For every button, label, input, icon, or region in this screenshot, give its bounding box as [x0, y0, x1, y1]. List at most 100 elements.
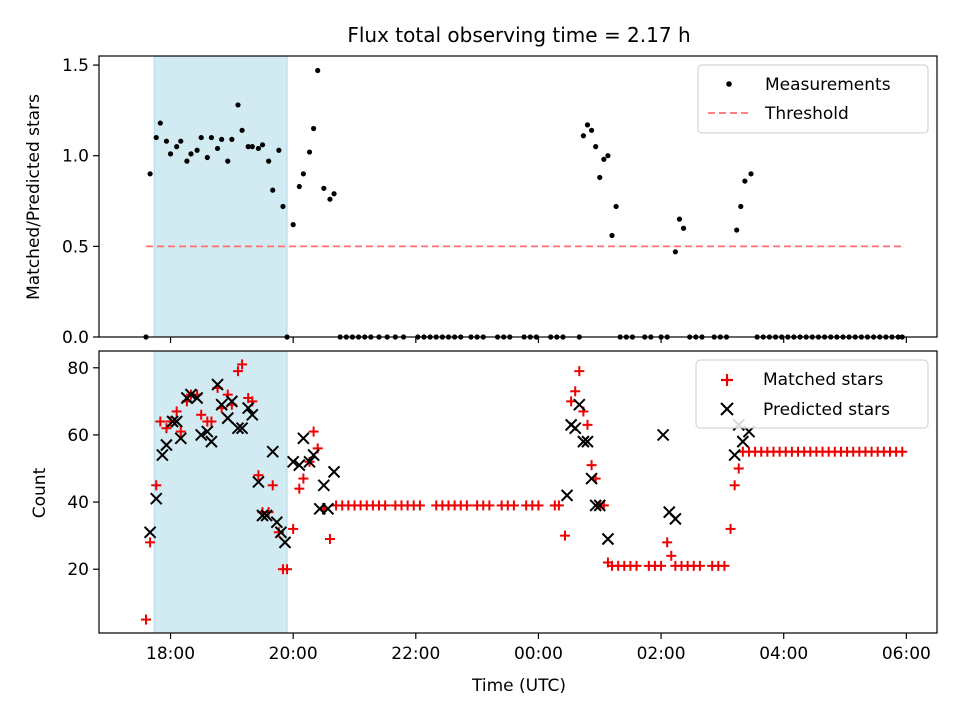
matched-star-point — [175, 426, 186, 437]
predicted-star-point — [260, 509, 273, 522]
measurement-point — [588, 127, 595, 133]
measurement-point — [188, 151, 194, 157]
predicted-star-point — [184, 388, 198, 401]
predicted-star-point — [174, 432, 187, 445]
measurement-point — [672, 249, 678, 255]
measurement-point — [167, 151, 174, 157]
count-shaded-span — [153, 350, 288, 634]
predicted-star-point — [560, 489, 574, 502]
count-y-axis-label: Count — [30, 467, 50, 518]
measurement-point — [680, 225, 687, 231]
predicted-star-point — [601, 532, 615, 546]
matched-star-point — [733, 463, 744, 474]
predicted-star-point — [215, 398, 228, 411]
predicted-star-point — [585, 472, 598, 485]
count-y-tick-label: 60 — [67, 426, 89, 446]
measurement-point — [276, 147, 282, 153]
x-axis-label: Time (UTC) — [471, 676, 566, 696]
predicted-star-point — [589, 499, 602, 512]
predicted-star-point — [235, 422, 249, 435]
matched-star-point — [560, 530, 571, 541]
predicted-star-point — [221, 411, 234, 425]
predicted-star-point — [194, 428, 208, 442]
matched-star-point — [267, 480, 278, 491]
predicted-star-point — [270, 516, 284, 529]
x-tick-label: 22:00 — [391, 644, 440, 664]
measurement-point — [270, 187, 276, 193]
matched-star-point — [171, 406, 182, 417]
ratio-y-axis-label: Matched/Predicted stars — [24, 94, 44, 300]
measurement-point — [593, 144, 599, 150]
x-tick-label: 20:00 — [269, 644, 318, 664]
measurement-point — [229, 136, 235, 142]
matched-star-point — [206, 416, 217, 427]
predicted-star-point — [241, 401, 255, 415]
predicted-star-point — [581, 435, 594, 448]
predicted-star-point — [573, 398, 586, 411]
matched-legend-label: Matched stars — [763, 370, 883, 390]
measurement-point — [225, 158, 231, 164]
predicted-star-point — [278, 536, 292, 549]
matched-star-point — [631, 560, 642, 571]
ratio-legend-box — [697, 64, 929, 134]
predicted-star-point — [317, 479, 331, 492]
measurement-point — [198, 134, 204, 141]
measurement-point — [249, 144, 255, 150]
x-tick-label: 02:00 — [637, 644, 686, 664]
matched-star-point — [414, 500, 425, 511]
measurement-point — [266, 158, 272, 164]
measurement-legend-marker — [726, 81, 732, 87]
predicted-star-point — [170, 415, 183, 428]
measurement-point — [290, 222, 296, 228]
measurement-point — [605, 153, 611, 159]
ratio-y-ticks: 0.0 0.5 1.0 1.5 — [62, 56, 99, 348]
x-tick-label: 04:00 — [759, 644, 808, 664]
measurement-point — [239, 127, 245, 133]
measurement-point — [734, 227, 740, 233]
measurement-point — [676, 216, 683, 222]
measurement-point — [601, 156, 607, 162]
measurement-point — [738, 203, 744, 210]
measurement-point — [300, 171, 306, 177]
measurement-point — [259, 142, 266, 148]
measurement-point — [748, 171, 754, 177]
count-legend-box — [695, 359, 929, 429]
matched-star-point — [253, 470, 264, 481]
measurement-point — [208, 134, 215, 141]
matched-star-point — [484, 500, 495, 511]
matched-star-point — [380, 500, 391, 511]
measurement-point — [613, 203, 619, 210]
predicted-star-point — [303, 455, 316, 468]
matched-star-point — [662, 537, 673, 548]
matched-star-point — [161, 423, 172, 434]
predicted-star-point — [150, 492, 163, 505]
predicted-star-point — [252, 475, 265, 489]
measurement-point — [306, 149, 313, 155]
matched-star-point — [897, 446, 908, 457]
measurement-point — [315, 67, 321, 74]
matched-star-point — [237, 359, 248, 370]
ratio-shaded-span — [153, 55, 288, 338]
measurement-point — [311, 125, 317, 132]
matched-star-point — [151, 480, 162, 491]
count-legend: Matched stars Predicted stars — [695, 359, 929, 429]
predicted-star-point — [160, 438, 173, 452]
threshold-legend-label: Threshold — [764, 104, 849, 124]
x-tick-label: 18:00 — [146, 644, 195, 664]
matched-star-point — [570, 386, 581, 397]
matched-star-point — [461, 500, 472, 511]
predicted-legend-label: Predicted stars — [763, 400, 890, 420]
matched-star-point — [533, 500, 544, 511]
predicted-star-point — [327, 465, 341, 479]
predicted-star-point — [266, 445, 279, 458]
count-y-tick-label: 80 — [67, 359, 89, 379]
measurement-point — [153, 134, 159, 141]
predicted-star-point — [205, 435, 218, 448]
predicted-star-point — [231, 422, 245, 435]
matched-star-point — [725, 523, 736, 534]
measurement-point — [597, 174, 603, 181]
measurement-point — [580, 133, 587, 139]
count-y-tick-label: 20 — [67, 560, 89, 580]
matched-star-point — [155, 416, 166, 427]
matched-star-point — [553, 500, 564, 511]
